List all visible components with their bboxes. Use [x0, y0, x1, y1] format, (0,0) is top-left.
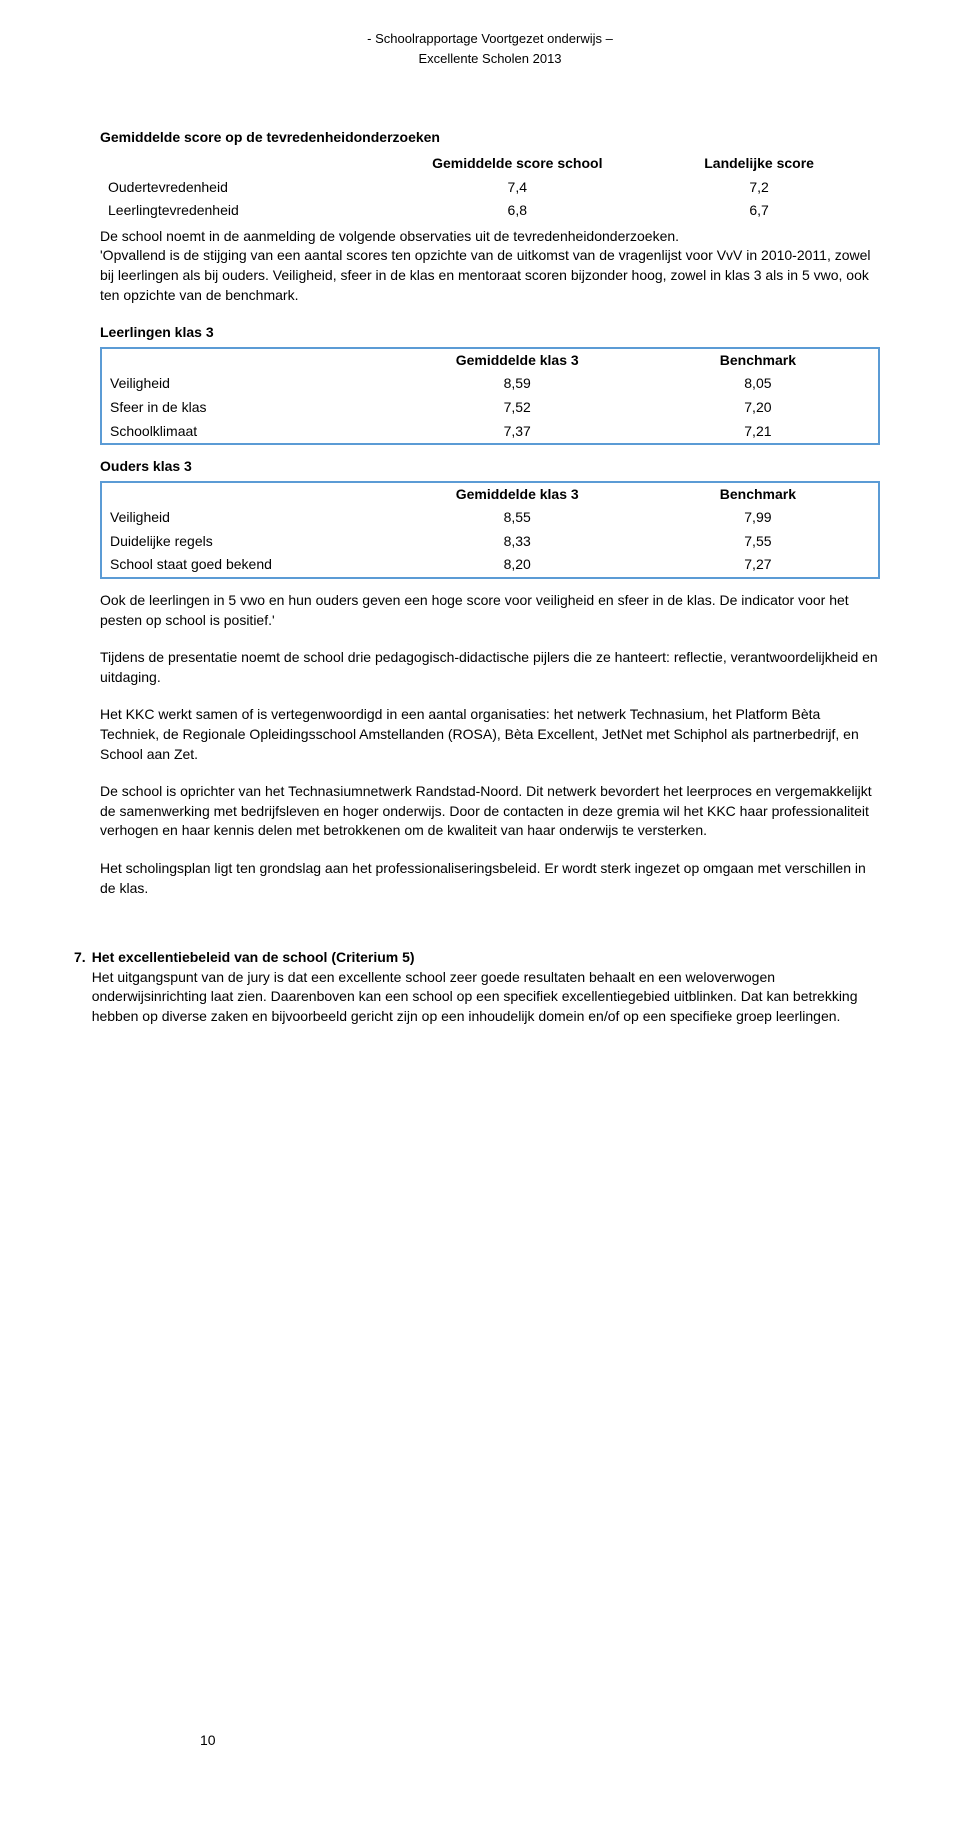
cell: 7,21	[638, 420, 879, 445]
paragraph: Het KKC werkt samen of is vertegenwoordi…	[100, 705, 880, 764]
col-header: Landelijke score	[638, 152, 880, 176]
cell: 7,2	[638, 176, 880, 200]
row-label: Sfeer in de klas	[101, 396, 397, 420]
header-line-2: Excellente Scholen 2013	[100, 50, 880, 68]
table2-title: Leerlingen klas 3	[100, 323, 880, 343]
paragraph: De school noemt in de aanmelding de volg…	[100, 227, 880, 247]
cell: 8,55	[397, 506, 638, 530]
cell: 7,27	[638, 553, 879, 578]
table1-title: Gemiddelde score op de tevredenheidonder…	[100, 128, 880, 148]
table-row: Veiligheid 8,55 7,99	[101, 506, 879, 530]
col-header: Gemiddelde klas 3	[397, 482, 638, 507]
col-header: Benchmark	[638, 482, 879, 507]
row-label: Oudertevredenheid	[100, 176, 396, 200]
row-label: Schoolklimaat	[101, 420, 397, 445]
row-label: School staat goed bekend	[101, 553, 397, 578]
cell: 8,20	[397, 553, 638, 578]
paragraph: Tijdens de presentatie noemt de school d…	[100, 648, 880, 687]
section-7: 7. Het excellentiebeleid van de school (…	[74, 948, 880, 1026]
table2: Gemiddelde klas 3 Benchmark Veiligheid 8…	[100, 347, 880, 445]
paragraph: Ook de leerlingen in 5 vwo en hun ouders…	[100, 591, 880, 630]
header-line-1: - Schoolrapportage Voortgezet onderwijs …	[100, 30, 880, 48]
cell: 6,8	[396, 199, 638, 223]
col-header: Gemiddelde score school	[396, 152, 638, 176]
table-row: Veiligheid 8,59 8,05	[101, 372, 879, 396]
cell: 6,7	[638, 199, 880, 223]
cell: 7,99	[638, 506, 879, 530]
table-row: School staat goed bekend 8,20 7,27	[101, 553, 879, 578]
table3: Gemiddelde klas 3 Benchmark Veiligheid 8…	[100, 481, 880, 579]
table-header-row: Gemiddelde score school Landelijke score	[100, 152, 880, 176]
table-row: Oudertevredenheid 7,4 7,2	[100, 176, 880, 200]
section-title: Het excellentiebeleid van de school (Cri…	[92, 949, 415, 965]
table-row: Leerlingtevredenheid 6,8 6,7	[100, 199, 880, 223]
row-label: Leerlingtevredenheid	[100, 199, 396, 223]
doc-header: - Schoolrapportage Voortgezet onderwijs …	[100, 30, 880, 68]
row-label: Duidelijke regels	[101, 530, 397, 554]
section-number: 7.	[74, 948, 86, 968]
table-header-row: Gemiddelde klas 3 Benchmark	[101, 482, 879, 507]
cell: 7,20	[638, 396, 879, 420]
col-header: Benchmark	[638, 348, 879, 373]
table3-title: Ouders klas 3	[100, 457, 880, 477]
cell: 7,37	[397, 420, 638, 445]
table-header-row: Gemiddelde klas 3 Benchmark	[101, 348, 879, 373]
cell: 7,52	[397, 396, 638, 420]
cell: 7,4	[396, 176, 638, 200]
table-row: Sfeer in de klas 7,52 7,20	[101, 396, 879, 420]
table1: Gemiddelde score school Landelijke score…	[100, 152, 880, 223]
cell: 8,59	[397, 372, 638, 396]
cell: 8,05	[638, 372, 879, 396]
col-header: Gemiddelde klas 3	[397, 348, 638, 373]
row-label: Veiligheid	[101, 372, 397, 396]
cell: 8,33	[397, 530, 638, 554]
table-row: Schoolklimaat 7,37 7,21	[101, 420, 879, 445]
section-body: Het uitgangspunt van de jury is dat een …	[92, 969, 858, 1024]
page-number: 10	[200, 1731, 216, 1751]
cell: 7,55	[638, 530, 879, 554]
paragraph: Het scholingsplan ligt ten grondslag aan…	[100, 859, 880, 898]
paragraph: 'Opvallend is de stijging van een aantal…	[100, 246, 880, 305]
table-row: Duidelijke regels 8,33 7,55	[101, 530, 879, 554]
paragraph: De school is oprichter van het Technasiu…	[100, 782, 880, 841]
row-label: Veiligheid	[101, 506, 397, 530]
